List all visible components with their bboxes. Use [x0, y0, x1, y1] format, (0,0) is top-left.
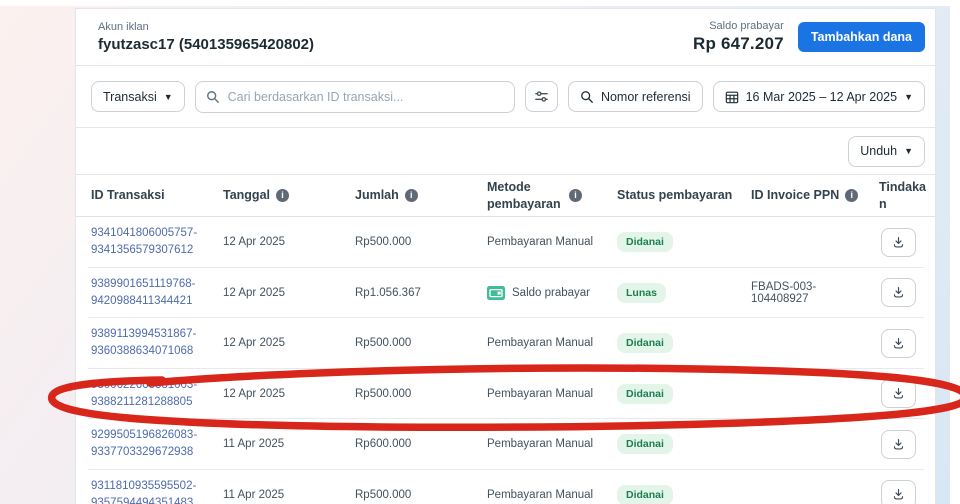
billing-card: Akun iklan fyutzasc17 (540135965420802) … — [75, 8, 936, 504]
transaction-id-link[interactable]: 9300622663381003-9388211281288805 — [91, 378, 198, 408]
transaction-date: 11 Apr 2025 — [223, 438, 285, 451]
scrollbar[interactable] — [950, 0, 960, 504]
payment-method-label: Pembayaran Manual — [487, 438, 594, 451]
status-badge: Didanai — [617, 232, 673, 253]
download-label: Unduh — [860, 144, 898, 158]
transaction-id-link[interactable]: 9311810935595502-9357594494351483 — [91, 479, 197, 504]
status-badge: Didanai — [617, 383, 673, 404]
info-icon[interactable]: i — [276, 189, 289, 202]
table-body: 9341041806005757-9341356579307612 12 Apr… — [76, 217, 935, 504]
table-row: 9341041806005757-9341356579307612 12 Apr… — [76, 217, 935, 268]
transaction-date: 12 Apr 2025 — [223, 236, 286, 249]
invoice-id: FBADS-003-104408927 — [751, 280, 817, 305]
download-icon — [891, 437, 906, 452]
table-header: ID Transaksi Tanggal i Jumlah i Metode p… — [76, 175, 935, 217]
account-label: Akun iklan — [98, 21, 149, 33]
column-status-pembayaran: Status pembayaran — [617, 188, 733, 203]
column-metode-pembayaran: Metode pembayaran i — [487, 179, 617, 212]
account-name: fyutzasc17 (540135965420802) — [98, 36, 314, 53]
transaction-date: 12 Apr 2025 — [223, 286, 286, 299]
transaction-date: 11 Apr 2025 — [223, 488, 285, 501]
search-icon — [580, 90, 594, 104]
search-icon — [206, 90, 220, 104]
download-icon — [891, 336, 906, 351]
info-icon[interactable]: i — [404, 189, 418, 202]
table-row: 9299505196826083-9337703329672938 11 Apr… — [76, 419, 935, 470]
status-badge: Lunas — [617, 282, 666, 303]
transaction-id-link[interactable]: 9299505196826083-9337703329672938 — [91, 429, 198, 459]
chevron-down-icon: ▼ — [904, 91, 913, 102]
table-row: 9389113994531867-9360388634071068 12 Apr… — [76, 318, 935, 369]
payment-method-label: Pembayaran Manual — [487, 488, 594, 501]
download-row-button[interactable] — [881, 328, 916, 358]
column-id-transaksi: ID Transaksi — [91, 188, 165, 203]
info-icon[interactable]: i — [845, 189, 859, 202]
account-header: Akun iklan fyutzasc17 (540135965420802) … — [76, 9, 935, 66]
download-icon — [891, 285, 906, 300]
filter-settings-button[interactable] — [524, 81, 558, 112]
download-dropdown-button[interactable]: Unduh ▼ — [848, 135, 925, 167]
transaction-amount: Rp500.000 — [355, 337, 412, 350]
info-icon[interactable]: i — [569, 189, 582, 202]
status-badge: Didanai — [617, 484, 673, 504]
column-tanggal: Tanggal i — [223, 187, 355, 203]
date-range-label: 16 Mar 2025 – 12 Apr 2025 — [745, 89, 898, 104]
calendar-icon — [725, 90, 739, 104]
wallet-icon — [487, 285, 505, 300]
column-id-invoice-ppn: ID Invoice PPN i — [751, 187, 879, 203]
download-row-button[interactable] — [881, 227, 916, 257]
transaction-id-link[interactable]: 9389113994531867-9360388634071068 — [91, 328, 197, 358]
search-input-container[interactable] — [194, 80, 515, 113]
download-row-button[interactable] — [881, 429, 916, 459]
add-funds-button[interactable]: Tambahkan dana — [797, 22, 925, 52]
transaction-type-dropdown[interactable]: Transaksi ▼ — [91, 81, 185, 112]
column-jumlah: Jumlah i — [355, 187, 487, 203]
payment-method-label: Pembayaran Manual — [487, 337, 594, 350]
table-row: 9389901651119768-9420988411344421 12 Apr… — [76, 268, 935, 319]
download-row-button[interactable] — [881, 480, 916, 504]
filter-bar: Transaksi ▼ — [76, 66, 935, 128]
search-input[interactable] — [227, 89, 504, 104]
download-icon — [891, 235, 906, 250]
table-row: 9300622663381003-9388211281288805 12 Apr… — [76, 369, 935, 420]
transaction-date: 12 Apr 2025 — [223, 337, 286, 350]
table-toolbar: Unduh ▼ — [76, 128, 935, 175]
transaction-amount: Rp500.000 — [355, 488, 412, 501]
transaction-type-label: Transaksi — [103, 89, 157, 104]
transaction-date: 12 Apr 2025 — [223, 387, 286, 400]
date-range-picker[interactable]: 16 Mar 2025 – 12 Apr 2025 ▼ — [712, 81, 925, 112]
status-badge: Didanai — [617, 333, 673, 354]
transaction-amount: Rp500.000 — [355, 236, 412, 249]
chevron-down-icon: ▼ — [163, 91, 173, 102]
download-icon — [891, 386, 906, 401]
payment-method-label: Pembayaran Manual — [487, 387, 594, 400]
download-row-button[interactable] — [881, 379, 916, 409]
transaction-id-link[interactable]: 9389901651119768-9420988411344421 — [91, 277, 196, 307]
transaction-amount: Rp500.000 — [355, 387, 412, 400]
column-tindakan: Tindakan — [879, 180, 927, 211]
reference-number-label: Nomor referensi — [600, 89, 691, 104]
transaction-amount: Rp1.056.367 — [355, 286, 421, 299]
reference-number-button[interactable]: Nomor referensi — [567, 81, 703, 112]
download-icon — [891, 487, 906, 502]
download-row-button[interactable] — [881, 278, 916, 308]
table-row: 9311810935595502-9357594494351483 11 Apr… — [76, 470, 935, 504]
payment-method-label: Pembayaran Manual — [487, 236, 594, 249]
sliders-icon — [534, 89, 549, 104]
balance-label: Saldo prabayar — [709, 20, 784, 32]
status-badge: Didanai — [617, 434, 673, 455]
chevron-down-icon: ▼ — [904, 146, 913, 156]
transaction-id-link[interactable]: 9341041806005757-9341356579307612 — [91, 227, 198, 257]
transaction-amount: Rp600.000 — [355, 438, 412, 451]
balance-value: Rp 647.207 — [692, 34, 784, 53]
payment-method-label: Saldo prabayar — [512, 286, 590, 299]
